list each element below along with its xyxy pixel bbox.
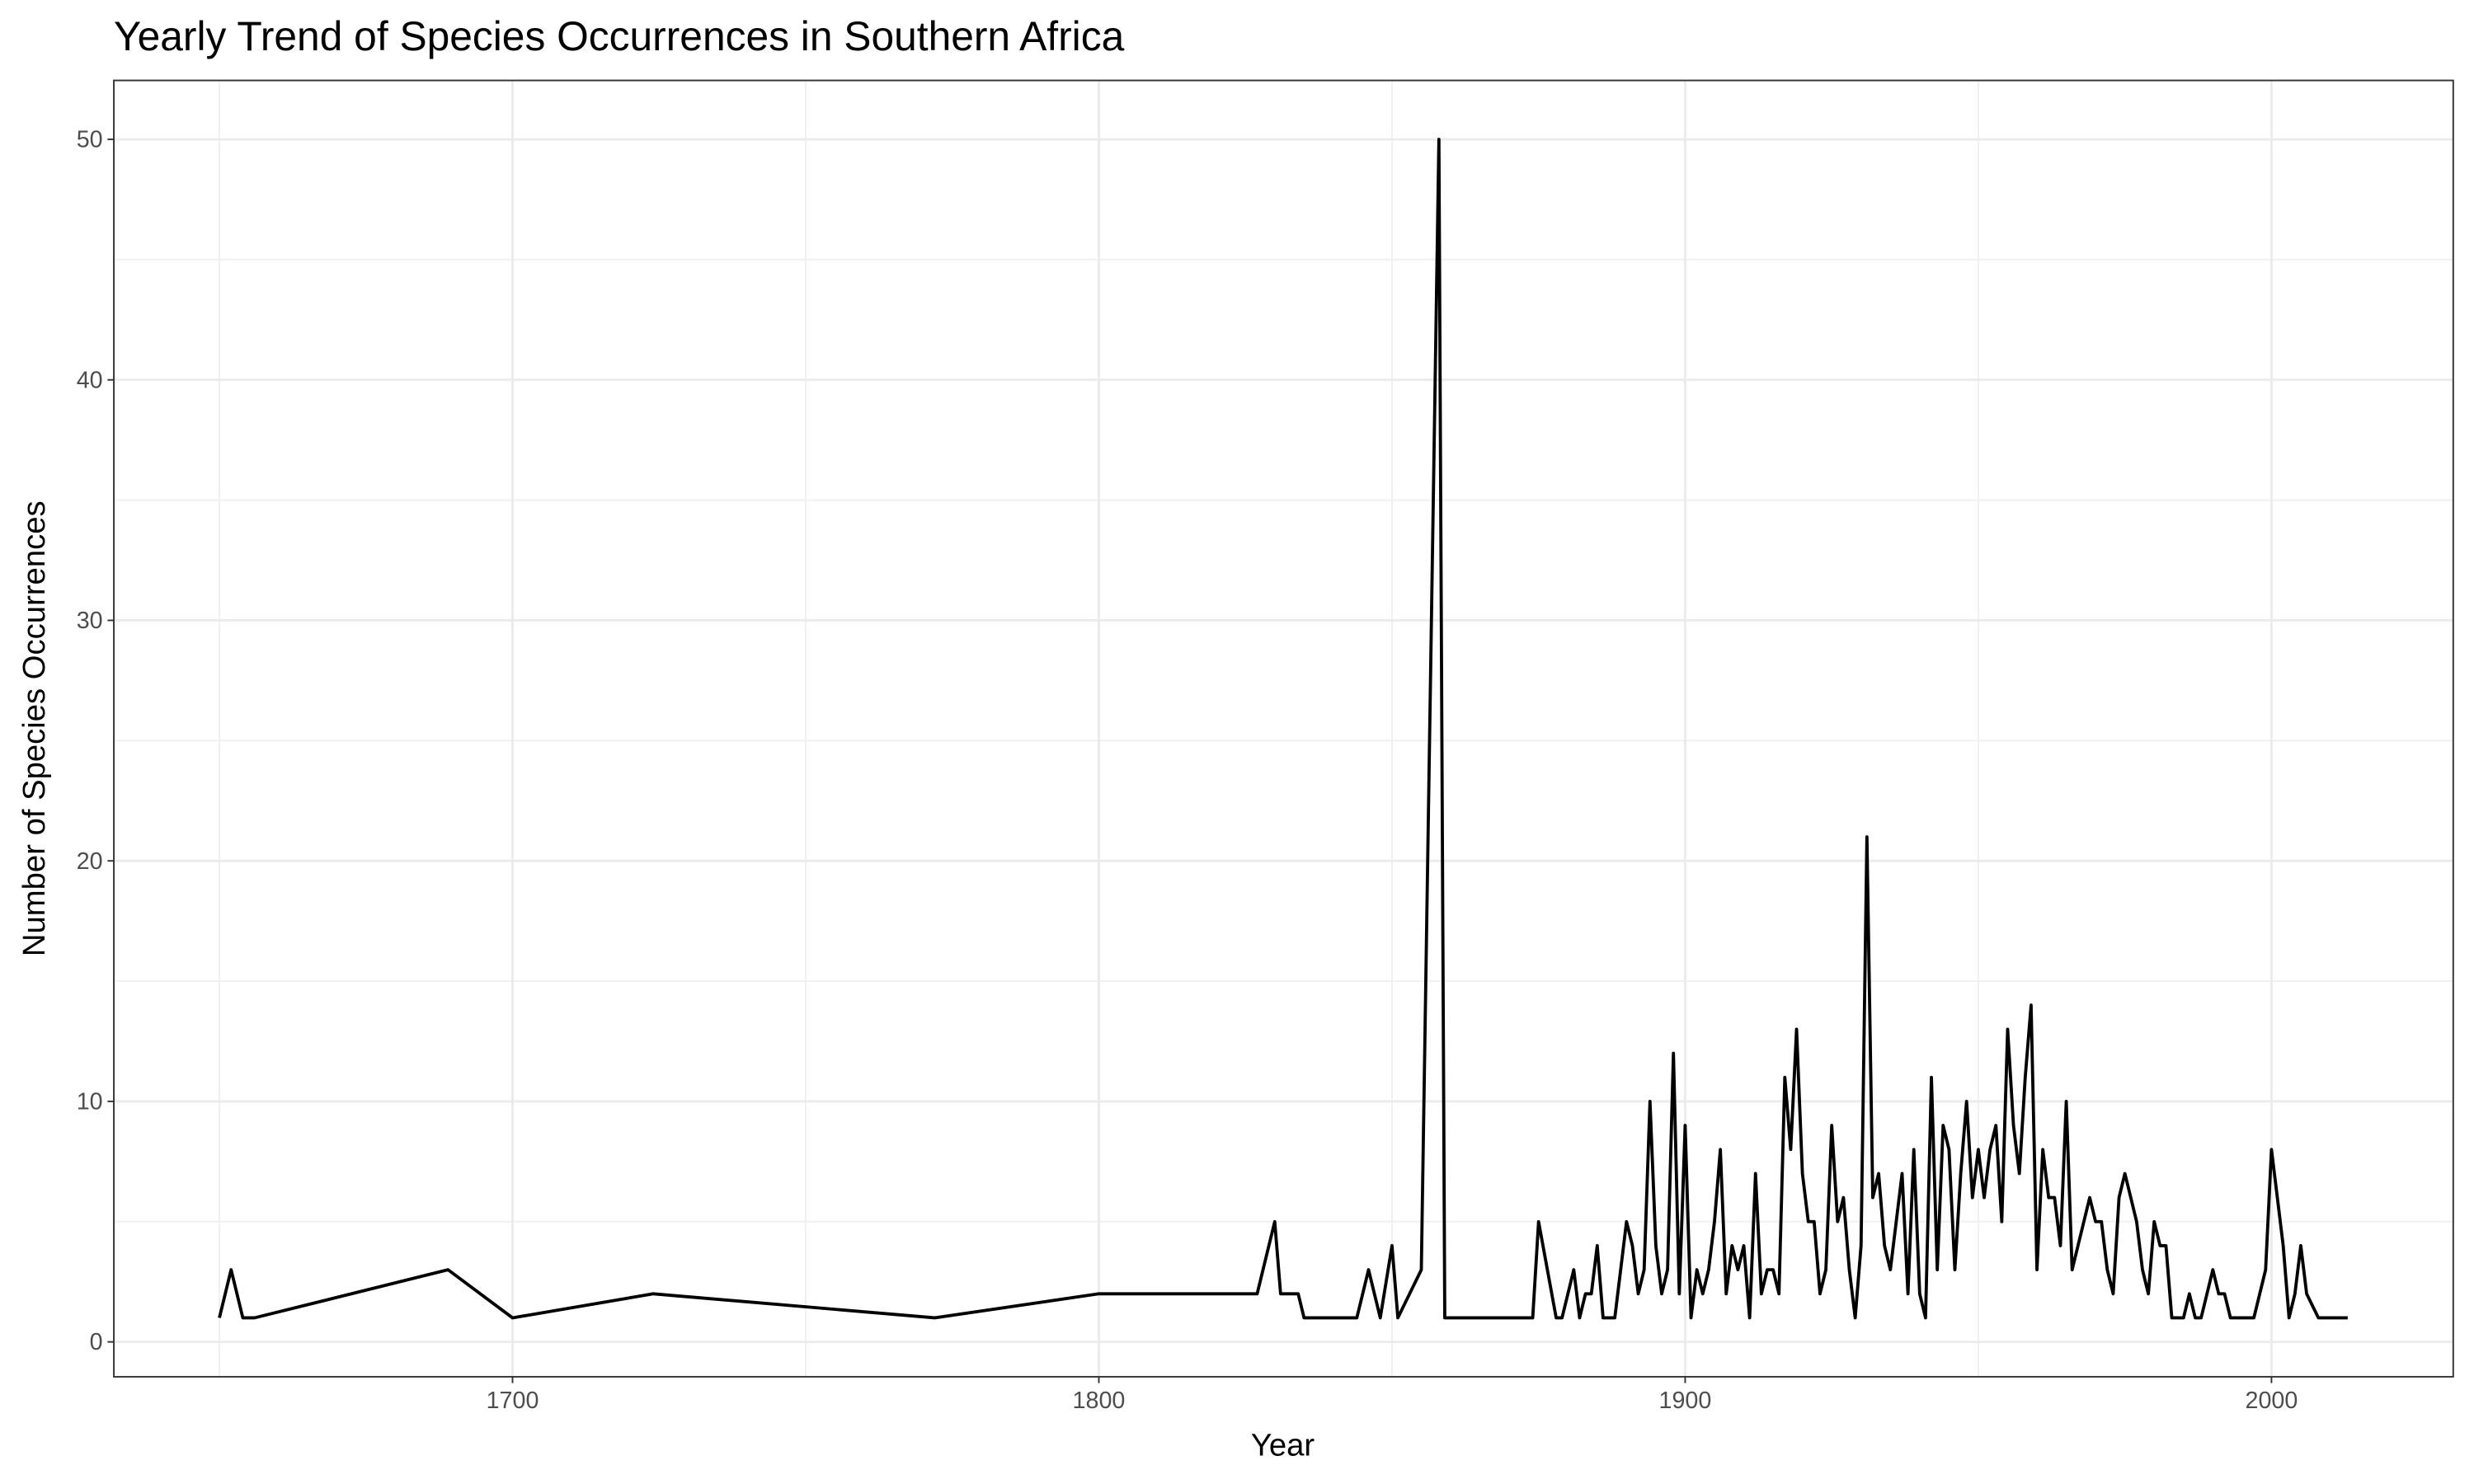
x-tick-label: 1700 xyxy=(487,1388,539,1414)
y-tick-label: 40 xyxy=(77,367,103,393)
y-tick-label: 10 xyxy=(77,1088,103,1115)
grid xyxy=(114,80,2453,1377)
x-tick-label: 1900 xyxy=(1659,1388,1712,1414)
y-tick-label: 50 xyxy=(77,127,103,153)
plot xyxy=(218,138,2348,1320)
x-tick-label: 1800 xyxy=(1073,1388,1126,1414)
y-tick-label: 0 xyxy=(90,1329,103,1355)
y-axis-label: Number of Species Occurrences xyxy=(16,500,52,956)
data-line xyxy=(218,138,2348,1320)
chart-title: Yearly Trend of Species Occurrences in S… xyxy=(114,13,1125,59)
y-tick-label: 30 xyxy=(77,608,103,634)
x-tick-label: 2000 xyxy=(2245,1388,2298,1414)
x-axis-label: Year xyxy=(1251,1428,1315,1463)
y-tick-label: 20 xyxy=(77,848,103,875)
panel-border xyxy=(113,79,2454,1378)
